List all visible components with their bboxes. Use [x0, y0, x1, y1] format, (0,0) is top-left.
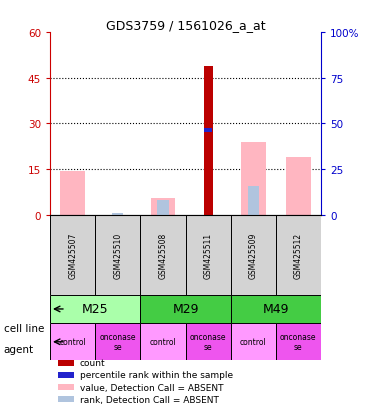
Bar [186, 323, 231, 361]
Text: agent: agent [4, 344, 34, 354]
Bar [140, 215, 186, 295]
Bar [50, 323, 95, 361]
Text: GSM425511: GSM425511 [204, 232, 213, 278]
Bar [286, 157, 311, 215]
Title: GDS3759 / 1561026_a_at: GDS3759 / 1561026_a_at [106, 19, 265, 32]
Bar [95, 323, 140, 361]
Text: M25: M25 [82, 303, 109, 316]
Bar [151, 199, 175, 215]
Bar [276, 215, 321, 295]
Text: M49: M49 [263, 303, 289, 316]
Text: GSM425512: GSM425512 [294, 232, 303, 278]
Bar [231, 215, 276, 295]
Bar [204, 66, 213, 215]
Text: percentile rank within the sample: percentile rank within the sample [80, 370, 233, 380]
Text: value, Detection Call = ABSENT: value, Detection Call = ABSENT [80, 382, 223, 392]
Text: count: count [80, 358, 105, 368]
Bar [95, 215, 140, 295]
Text: cell line: cell line [4, 323, 44, 333]
Bar [231, 323, 276, 361]
Bar [247, 186, 259, 215]
Text: GSM425510: GSM425510 [113, 232, 122, 278]
Bar [204, 128, 212, 133]
Text: onconase
se: onconase se [280, 332, 316, 351]
Bar [231, 295, 321, 323]
Bar [112, 213, 124, 215]
Bar [241, 142, 266, 215]
Text: onconase
se: onconase se [99, 332, 136, 351]
Bar [157, 201, 168, 215]
Text: GSM425507: GSM425507 [68, 232, 77, 278]
Bar [140, 323, 186, 361]
Bar [58, 372, 75, 378]
Bar [58, 396, 75, 402]
Bar [58, 384, 75, 390]
Bar [276, 323, 321, 361]
Text: onconase
se: onconase se [190, 332, 226, 351]
Bar [186, 215, 231, 295]
Bar [50, 295, 140, 323]
Bar [58, 360, 75, 366]
Text: control: control [59, 337, 86, 347]
Text: GSM425509: GSM425509 [249, 232, 258, 278]
Text: M29: M29 [172, 303, 199, 316]
Bar [140, 295, 231, 323]
Bar [60, 171, 85, 215]
Text: control: control [150, 337, 176, 347]
Text: rank, Detection Call = ABSENT: rank, Detection Call = ABSENT [80, 395, 219, 404]
Bar [50, 215, 95, 295]
Text: control: control [240, 337, 267, 347]
Text: GSM425508: GSM425508 [158, 232, 167, 278]
